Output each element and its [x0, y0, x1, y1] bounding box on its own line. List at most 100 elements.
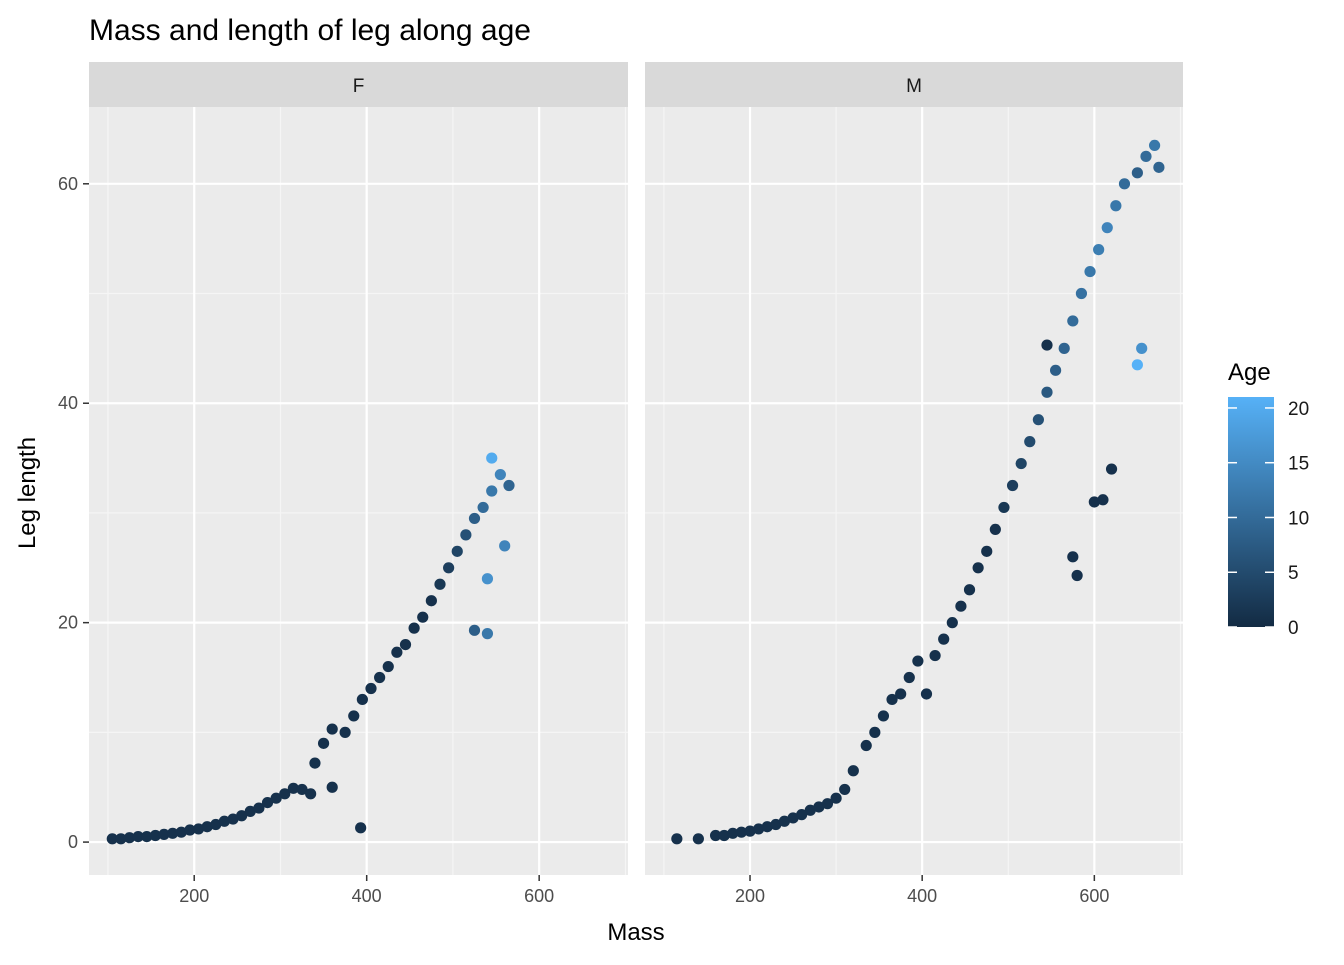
x-tick-label: 400 [352, 886, 382, 906]
legend-tick-label: 0 [1288, 618, 1299, 639]
data-point [903, 671, 915, 684]
data-point [244, 805, 256, 817]
data-point [167, 827, 179, 839]
data-point [1110, 200, 1122, 212]
data-point [279, 788, 291, 800]
data-point [1097, 494, 1109, 506]
data-point [184, 824, 196, 836]
legend-ticks: 0 5 10 15 20 [1228, 399, 1309, 639]
y-tick-label: 20 [58, 613, 78, 633]
data-point [309, 757, 321, 769]
data-point [804, 804, 816, 816]
data-point [408, 622, 420, 634]
data-point [1131, 167, 1143, 179]
data-point [929, 649, 941, 662]
data-point [365, 682, 377, 695]
data-point [382, 660, 394, 673]
data-point [374, 671, 386, 684]
data-point [1148, 139, 1161, 151]
data-point [778, 815, 791, 827]
data-point [1075, 287, 1088, 300]
data-point [1118, 178, 1131, 190]
data-point [356, 693, 368, 706]
legend-tick-label: 15 [1288, 454, 1309, 475]
data-point [847, 765, 859, 777]
data-point [434, 578, 446, 590]
data-point [348, 710, 360, 722]
data-point [1006, 479, 1019, 492]
data-point [877, 710, 890, 722]
data-point [718, 829, 730, 842]
data-point [989, 523, 1001, 536]
plot-background [645, 107, 1183, 875]
data-point [787, 812, 799, 824]
data-point [477, 501, 489, 514]
data-point [1093, 244, 1105, 256]
data-point [1067, 315, 1079, 327]
data-point [1088, 496, 1100, 508]
data-point [955, 600, 967, 612]
data-point [821, 798, 834, 810]
y-axis-label: Leg length [14, 437, 41, 549]
data-point [391, 646, 403, 658]
data-point [218, 815, 230, 827]
data-point [210, 818, 222, 831]
data-point [115, 833, 127, 845]
data-point [451, 545, 463, 557]
data-point [1041, 386, 1053, 398]
data-point [296, 783, 308, 796]
data-point [998, 501, 1010, 514]
data-point [1071, 569, 1083, 582]
data-point [1032, 414, 1044, 426]
data-point [963, 584, 976, 596]
data-point [1136, 342, 1148, 354]
data-point [141, 831, 153, 843]
data-point [1015, 457, 1027, 470]
data-point [192, 823, 205, 835]
data-point [735, 826, 748, 838]
data-point [1105, 463, 1118, 475]
data-point [158, 828, 170, 841]
data-point [261, 796, 274, 809]
data-point [886, 693, 898, 706]
data-point [149, 829, 162, 842]
data-point [468, 512, 481, 525]
legend-title: Age [1228, 359, 1271, 386]
data-point [1131, 359, 1143, 371]
facet-panel: F 200 400 600 0 20 40 60 [58, 62, 628, 906]
chart-title: Mass and length of leg along age [89, 14, 531, 47]
data-point [813, 801, 825, 813]
data-point [503, 479, 515, 492]
y-tick-label: 40 [58, 393, 78, 413]
data-point [1050, 364, 1062, 376]
data-point [895, 688, 907, 700]
data-point [1084, 265, 1096, 278]
legend-tick-label: 10 [1288, 508, 1309, 529]
data-point [709, 829, 722, 842]
data-point [123, 832, 136, 844]
x-tick-label: 600 [1079, 886, 1109, 906]
data-point [692, 833, 704, 845]
facet-label: M [906, 76, 922, 97]
data-point [443, 562, 455, 574]
plot-background [89, 107, 628, 875]
data-point [1101, 222, 1113, 234]
data-point [253, 802, 265, 814]
data-point [1140, 150, 1152, 162]
data-point [399, 639, 412, 651]
data-point [753, 823, 765, 835]
data-point [270, 792, 282, 804]
data-point [494, 468, 506, 481]
color-bar [1228, 397, 1274, 627]
data-point [1067, 551, 1079, 563]
data-point [869, 726, 881, 738]
data-point [425, 595, 437, 607]
facet-strip [89, 62, 628, 107]
data-point [946, 617, 958, 629]
data-point [1153, 161, 1165, 173]
data-point [460, 529, 472, 541]
data-point [355, 822, 367, 834]
data-point [339, 726, 351, 738]
